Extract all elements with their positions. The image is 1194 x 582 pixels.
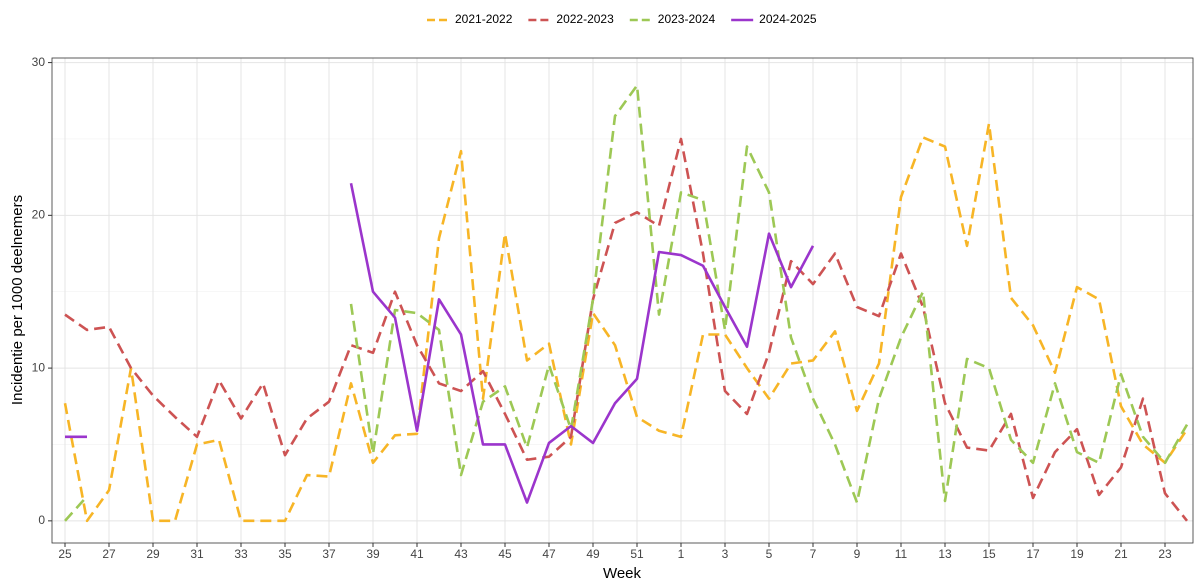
y-tick-label: 0 bbox=[38, 513, 45, 527]
legend-label: 2023-2024 bbox=[658, 12, 716, 26]
x-tick-label: 1 bbox=[678, 547, 685, 561]
x-tick-label: 41 bbox=[410, 547, 424, 561]
x-tick-label: 27 bbox=[102, 547, 116, 561]
legend: 2021-2022 2022-2023 2023-2024 2024-2025 bbox=[427, 12, 817, 26]
series-line bbox=[64, 137, 1189, 522]
plot-border bbox=[51, 57, 1194, 544]
x-tick-label: 37 bbox=[322, 547, 336, 561]
legend-label: 2024-2025 bbox=[759, 12, 817, 26]
x-tick-label: 3 bbox=[722, 547, 729, 561]
series-line bbox=[65, 183, 815, 504]
x-tick-label: 19 bbox=[1070, 547, 1084, 561]
series-line bbox=[64, 84, 1189, 522]
legend-label: 2021-2022 bbox=[455, 12, 513, 26]
x-tick-label: 45 bbox=[498, 547, 512, 561]
y-tick-label: 10 bbox=[32, 360, 46, 374]
x-tick-label: 39 bbox=[366, 547, 380, 561]
x-tick-label: 21 bbox=[1114, 547, 1128, 561]
legend-label: 2022-2023 bbox=[556, 12, 614, 26]
x-tick-label: 49 bbox=[586, 547, 600, 561]
x-tick-label: 7 bbox=[810, 547, 817, 561]
x-tick-label: 17 bbox=[1026, 547, 1040, 561]
x-tick-label: 13 bbox=[938, 547, 952, 561]
y-tick-label: 30 bbox=[32, 55, 46, 69]
x-tick-label: 35 bbox=[278, 547, 292, 561]
x-tick-label: 9 bbox=[854, 547, 861, 561]
x-tick-label: 29 bbox=[146, 547, 160, 561]
series-line bbox=[63, 122, 1189, 523]
y-axis-title: Incidentie per 1000 deelnemers bbox=[9, 195, 26, 405]
x-tick-label: 23 bbox=[1158, 547, 1172, 561]
x-axis-title: Week bbox=[603, 565, 642, 582]
x-tick-label: 43 bbox=[454, 547, 468, 561]
x-tick-label: 33 bbox=[234, 547, 248, 561]
grid bbox=[52, 58, 1193, 543]
x-tick-label: 11 bbox=[895, 547, 908, 561]
x-tick-label: 51 bbox=[630, 547, 644, 561]
y-tick-label: 20 bbox=[32, 208, 46, 222]
x-tick-label: 47 bbox=[542, 547, 556, 561]
x-tick-label: 15 bbox=[982, 547, 996, 561]
x-tick-label: 31 bbox=[190, 547, 204, 561]
x-tick-label: 25 bbox=[58, 547, 72, 561]
x-tick-label: 5 bbox=[766, 547, 773, 561]
